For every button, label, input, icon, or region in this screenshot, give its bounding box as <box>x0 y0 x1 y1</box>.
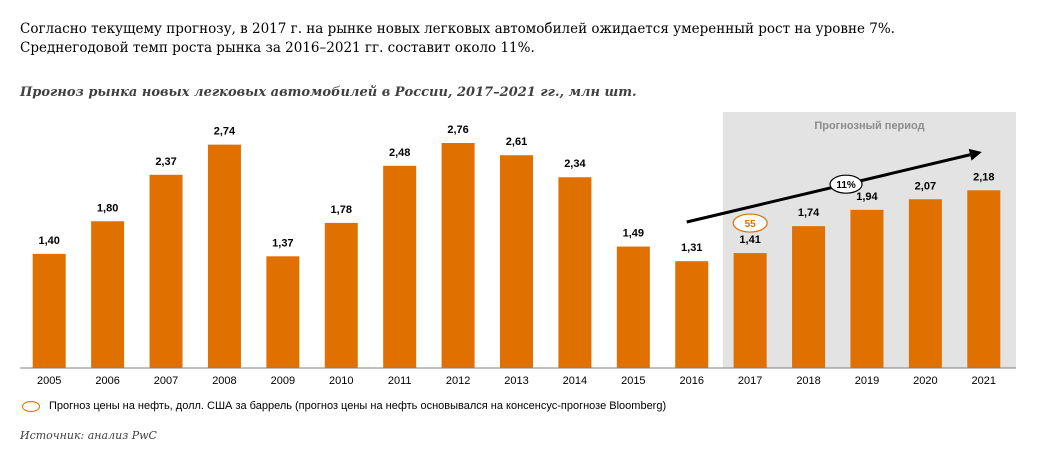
x-tick-label: 2020 <box>913 375 937 387</box>
x-tick-label: 2012 <box>446 375 470 387</box>
x-tick-label: 2019 <box>855 375 879 387</box>
bar-value-label: 2,74 <box>214 126 236 138</box>
bar <box>149 174 183 368</box>
bar <box>207 144 241 368</box>
bar-value-label: 1,31 <box>681 242 702 254</box>
bar <box>324 222 358 368</box>
bar-value-label: 1,78 <box>331 204 352 216</box>
bar-value-label: 1,94 <box>856 191 878 203</box>
bar <box>441 143 475 368</box>
bar <box>792 226 826 368</box>
oil-price-legend-icon <box>22 400 40 412</box>
x-tick-label: 2007 <box>154 375 178 387</box>
bar <box>500 155 533 368</box>
bar-value-label: 1,40 <box>38 235 59 247</box>
oil-price-oval <box>732 213 768 233</box>
bar-value-label: 1,74 <box>798 207 820 219</box>
bar <box>383 165 417 368</box>
bar <box>266 256 300 368</box>
bar-value-label: 2,18 <box>973 171 994 183</box>
bar-value-label: 2,07 <box>915 180 936 192</box>
source-note: Источник: анализ PwC <box>20 429 157 442</box>
x-tick-label: 2015 <box>621 375 645 387</box>
x-tick-label: 2016 <box>679 375 703 387</box>
bar <box>733 253 767 368</box>
bar-value-label: 1,37 <box>272 237 293 249</box>
bar <box>558 177 592 368</box>
legend-oil-label: Прогноз цены на нефть, долл. США за барр… <box>49 400 667 412</box>
x-tick-label: 2018 <box>796 375 820 387</box>
bar-value-label: 1,41 <box>739 234 760 246</box>
cagr-label-oval <box>829 174 863 194</box>
bar-value-label: 1,80 <box>97 202 118 214</box>
bar <box>616 246 650 368</box>
bar <box>908 199 942 368</box>
bar <box>675 261 709 368</box>
x-tick-label: 2006 <box>95 375 119 387</box>
cagr-arrow-line <box>686 153 971 224</box>
cagr-arrow-head <box>968 148 982 161</box>
bar-value-label: 2,48 <box>389 147 410 159</box>
x-tick-label: 2008 <box>212 375 236 387</box>
x-tick-label: 2017 <box>738 375 762 387</box>
bar <box>850 209 884 368</box>
chart-title: Прогноз рынка новых легковых автомобилей… <box>20 85 637 100</box>
bar-value-label: 1,49 <box>623 228 644 240</box>
bar-value-label: 2,37 <box>155 156 176 168</box>
bar <box>91 221 125 368</box>
x-tick-label: 2014 <box>563 375 587 387</box>
x-tick-label: 2010 <box>329 375 353 387</box>
x-tick-label: 2013 <box>504 375 528 387</box>
x-tick-label: 2005 <box>37 375 61 387</box>
bar <box>967 190 1001 368</box>
x-tick-label: 2021 <box>972 375 996 387</box>
cagr-label: 11% <box>836 180 856 191</box>
bar <box>32 253 66 368</box>
x-tick-label: 2009 <box>271 375 295 387</box>
forecast-region-label: Прогнозный период <box>814 120 924 132</box>
bar-value-label: 2,34 <box>564 158 586 170</box>
x-tick-label: 2011 <box>388 375 412 387</box>
intro-text: Согласно текущему прогнозу, в 2017 г. на… <box>20 21 895 56</box>
bar-value-label: 2,76 <box>447 124 468 136</box>
oil-price-value: 55 <box>745 219 757 230</box>
legend: Прогноз цены на нефть, долл. США за барр… <box>22 400 666 412</box>
bar-value-label: 2,61 <box>506 136 527 148</box>
